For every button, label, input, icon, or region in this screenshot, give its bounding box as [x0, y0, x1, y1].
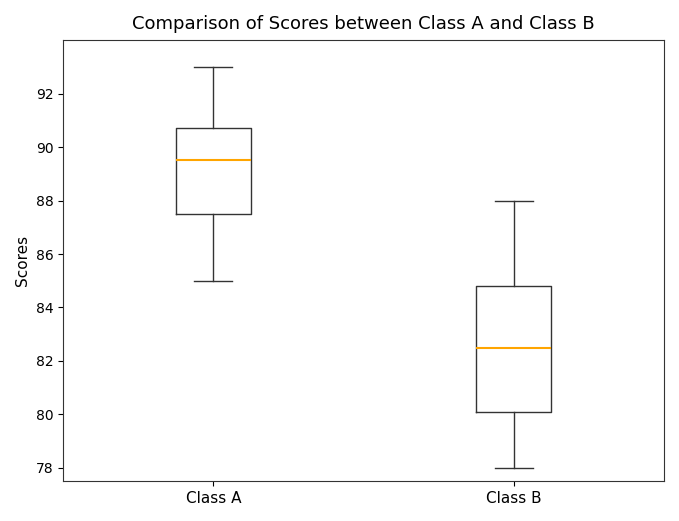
Title: Comparison of Scores between Class A and Class B: Comparison of Scores between Class A and… — [132, 15, 595, 33]
Y-axis label: Scores: Scores — [15, 235, 30, 286]
